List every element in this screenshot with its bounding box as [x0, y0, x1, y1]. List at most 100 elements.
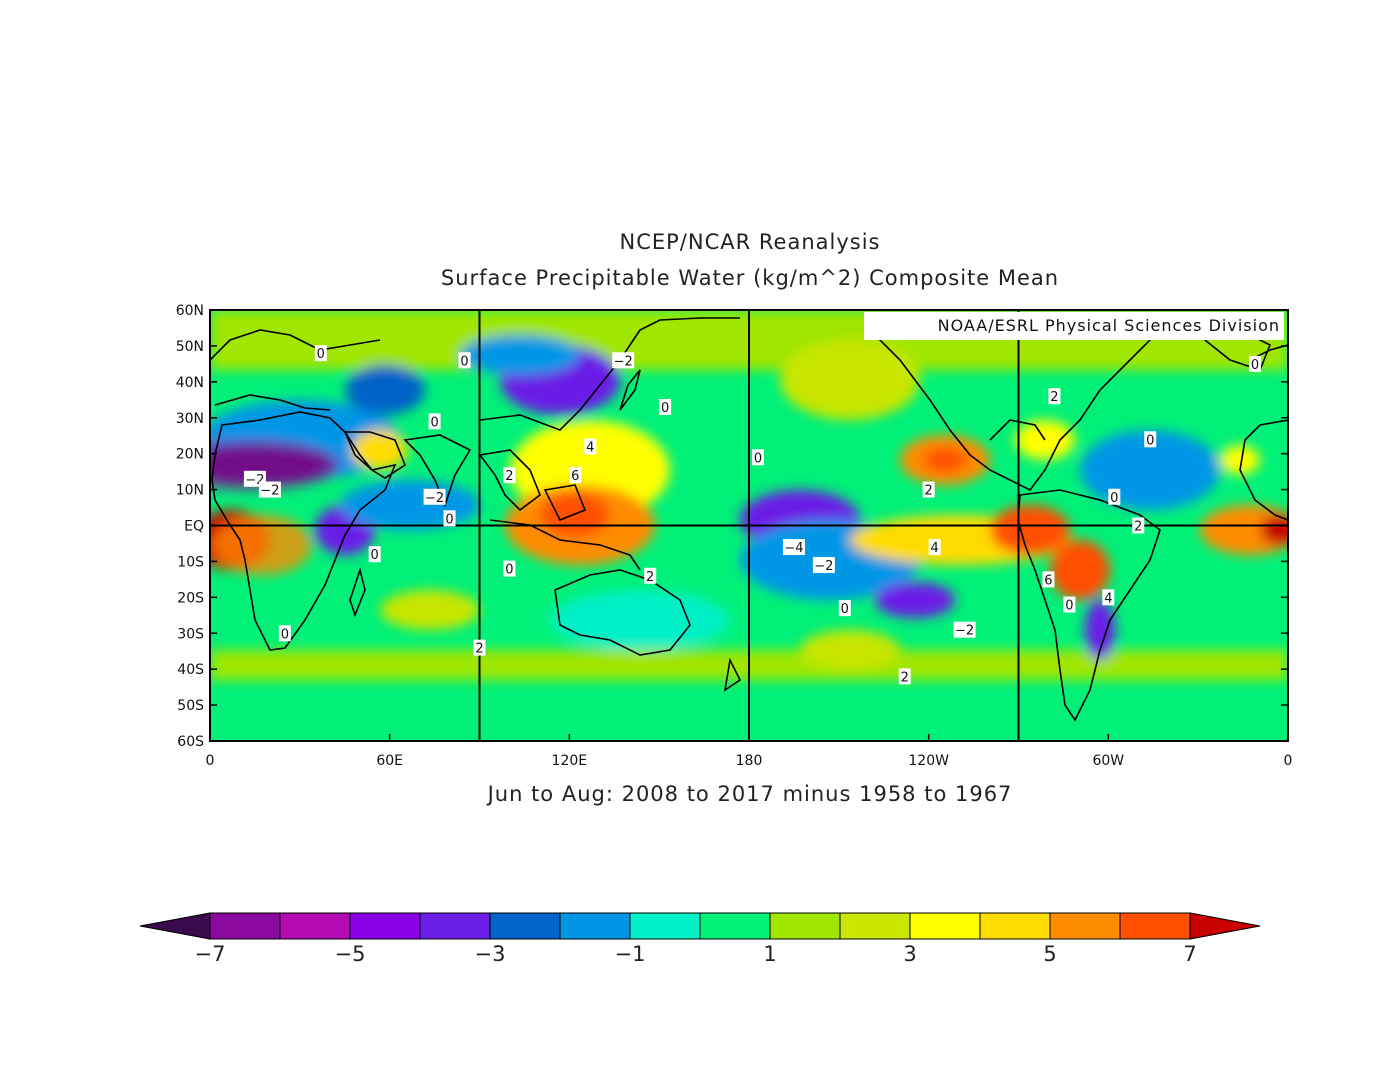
contour-label: 0	[314, 345, 327, 362]
svg-text:2: 2	[475, 642, 483, 657]
svg-text:6: 6	[1044, 573, 1052, 588]
coast-australia	[554, 569, 691, 656]
field-max-east-atlantic-core	[1260, 515, 1288, 545]
svg-text:6: 6	[571, 469, 579, 484]
contour-label: 0	[1108, 488, 1121, 506]
field-pos-indian-south	[380, 590, 480, 630]
colorbar-label: 5	[1043, 942, 1057, 966]
field-min-argentina	[1085, 600, 1115, 660]
svg-text:2: 2	[901, 670, 909, 685]
coastlines	[210, 317, 1288, 722]
contour-label: 0	[1063, 596, 1076, 614]
svg-text:0: 0	[317, 347, 325, 362]
colorbar-swatch	[629, 912, 701, 940]
colorbar-label: 1	[763, 942, 777, 966]
svg-text:0: 0	[1065, 599, 1073, 614]
svg-text:2: 2	[925, 484, 933, 499]
contour-label: 4	[1102, 589, 1115, 606]
y-tick-label: 30S	[177, 626, 204, 642]
colorbar-swatch	[909, 912, 981, 940]
svg-text:2: 2	[646, 570, 654, 585]
contour-label: 0	[458, 352, 471, 369]
y-tick-label: 10S	[177, 554, 204, 570]
title-line-2: Surface Precipitable Water (kg/m^2) Comp…	[440, 266, 1060, 290]
colorbar-swatch	[699, 912, 771, 940]
svg-text:0: 0	[371, 548, 379, 563]
colorbar	[139, 912, 1261, 940]
colorbar-label: 3	[903, 942, 917, 966]
field-max-gulf-guinea-outer	[212, 515, 312, 575]
svg-text:0: 0	[1110, 491, 1118, 506]
svg-text:0: 0	[1146, 433, 1154, 448]
svg-text:−2: −2	[260, 484, 279, 499]
field-neg-mongolia	[460, 335, 580, 375]
coast-arabia	[343, 431, 406, 479]
contour-label: 0	[1144, 431, 1157, 448]
y-tick-label: 10N	[176, 483, 204, 499]
contour-label: −4	[782, 539, 805, 556]
contour-label: 0	[368, 546, 381, 563]
colorbar-arrow-left	[139, 912, 211, 940]
svg-text:0: 0	[505, 563, 513, 578]
svg-text:4: 4	[586, 440, 594, 455]
svg-text:0: 0	[430, 415, 438, 430]
field-neg-indian	[340, 480, 480, 530]
coast-japan	[619, 369, 641, 411]
contour-label: 0	[1249, 355, 1262, 373]
contour-label: 0	[838, 600, 851, 617]
colorbar-label: −3	[474, 942, 506, 966]
x-tick-label: 60E	[376, 753, 403, 769]
contour-label: −2	[258, 481, 281, 499]
coast-china	[479, 317, 740, 431]
contour-label: 2	[473, 639, 486, 657]
y-tick-label: 50N	[176, 339, 204, 355]
subtitle: Jun to Aug: 2008 to 2017 minus 1958 to 1…	[487, 782, 1013, 806]
y-tick-label: 60N	[176, 303, 204, 319]
colorbar-swatch	[839, 912, 911, 940]
colorbar-label: −5	[334, 942, 366, 966]
field-pos-pacific-south	[800, 630, 900, 670]
contour-label: −2	[612, 352, 635, 369]
x-tick-label: 0	[206, 753, 215, 769]
svg-text:0: 0	[445, 512, 453, 527]
colorbar-swatch	[279, 912, 351, 940]
field-max-colombia	[990, 505, 1070, 555]
contour-label: 0	[443, 510, 456, 527]
y-tick-label: 40S	[177, 662, 204, 678]
contour-label: −2	[953, 621, 976, 639]
field-neg-caspian	[345, 365, 425, 415]
colorbar-swatch	[769, 912, 841, 940]
coast-south-america	[1017, 489, 1161, 722]
title-line-1: NCEP/NCAR Reanalysis	[619, 230, 881, 254]
svg-text:2: 2	[1050, 390, 1058, 405]
x-tick-label: 120E	[552, 753, 588, 769]
coast-gulf	[989, 419, 1046, 441]
contour-label: 2	[898, 668, 911, 685]
colorbar-swatch	[489, 912, 561, 940]
contour-label: 0	[278, 625, 291, 642]
svg-text:2: 2	[1134, 520, 1142, 535]
x-tick-label: 0	[1284, 753, 1293, 769]
credit-label: NOAA/ESRL Physical Sciences Division	[864, 312, 1284, 340]
contour-label: 6	[1042, 571, 1055, 588]
gridlines	[210, 310, 1288, 741]
y-tick-label: 20N	[176, 447, 204, 463]
contour-label: −2	[812, 557, 835, 574]
field-neg-australia	[550, 590, 730, 650]
colorbar-swatch	[979, 912, 1051, 940]
svg-text:4: 4	[931, 541, 939, 556]
svg-text:−2: −2	[614, 354, 633, 369]
colorbar-swatch	[209, 912, 281, 940]
contour-label: 6	[569, 467, 582, 484]
contour-label: 2	[922, 481, 935, 499]
coast-seasia	[478, 449, 541, 512]
svg-text:0: 0	[754, 451, 762, 466]
y-tick-label: 30N	[176, 411, 204, 427]
svg-text:0: 0	[841, 602, 849, 617]
contour-label: 0	[751, 449, 764, 466]
contour-label: 0	[503, 560, 516, 578]
coast-indonesia	[489, 519, 641, 571]
contour-label: 0	[428, 413, 441, 430]
field-max-amazon	[1050, 540, 1110, 600]
